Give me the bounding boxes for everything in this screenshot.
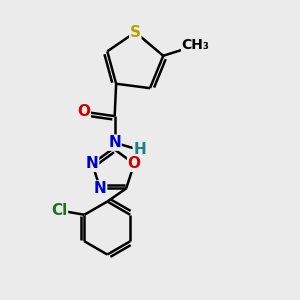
Text: CH₃: CH₃ <box>182 38 210 52</box>
Text: Cl: Cl <box>51 203 68 218</box>
Text: N: N <box>86 156 99 171</box>
Text: O: O <box>77 104 90 119</box>
Text: N: N <box>94 181 106 196</box>
Text: O: O <box>128 156 141 171</box>
Text: S: S <box>130 25 141 40</box>
Text: H: H <box>133 142 146 158</box>
Text: N: N <box>108 135 121 150</box>
